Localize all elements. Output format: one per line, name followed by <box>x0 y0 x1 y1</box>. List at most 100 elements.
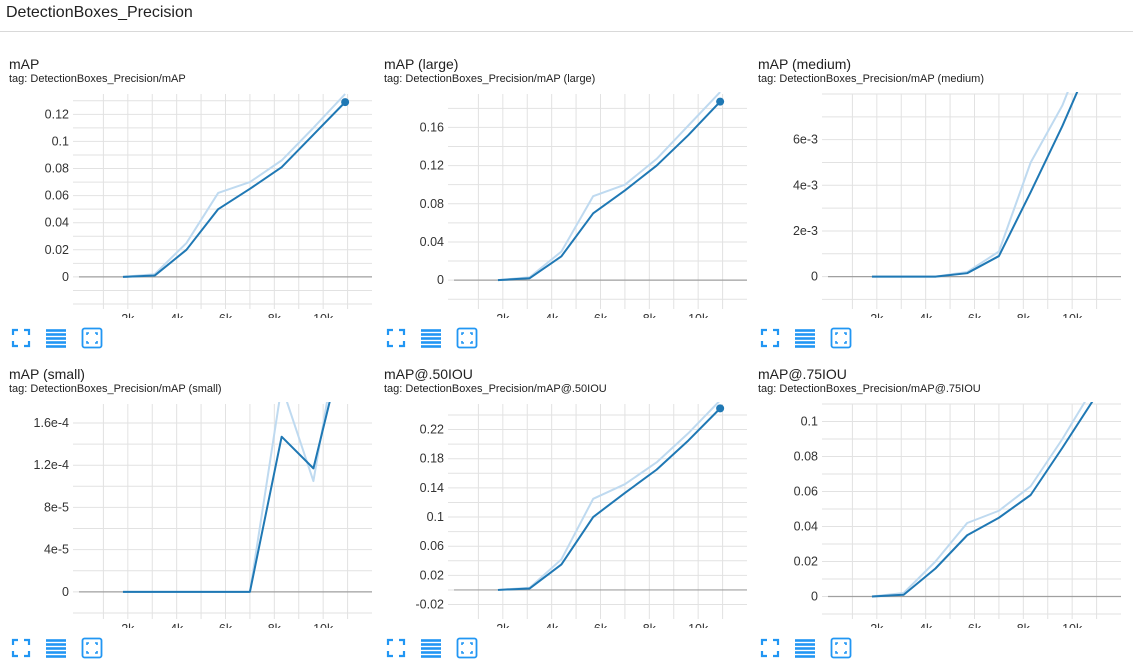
fit-corner <box>11 328 18 335</box>
zoom-corner <box>470 332 473 335</box>
chart-buttons <box>9 326 129 350</box>
log-bar <box>795 639 815 642</box>
chart-plot[interactable]: 0 2e-3 4e-3 6e-3 2k 4k 6k 8k 10k <box>758 92 1124 318</box>
x-tick-label: 2k <box>496 312 510 318</box>
chart-buttons <box>384 326 504 350</box>
toggle-y-log-icon[interactable] <box>793 326 817 350</box>
fit-corner <box>760 328 767 335</box>
fit-corner <box>386 651 393 658</box>
chart-plot[interactable]: -0.02 0.02 0.06 0.1 0.14 0.18 0.22 2k 4k 6k 8k 10k <box>384 402 750 628</box>
chart-tag: tag: DetectionBoxes_Precision/mAP@.75IOU <box>758 383 981 395</box>
chart-card: mAP tag: DetectionBoxes_Precision/mAP 0 0.0… <box>9 56 377 356</box>
reset-zoom-icon[interactable] <box>455 326 479 350</box>
fit-domain-icon[interactable] <box>384 636 408 660</box>
fit-corner <box>386 341 393 348</box>
fit-corner <box>760 651 767 658</box>
y-tick-label: 0.04 <box>45 216 69 230</box>
fit-corner <box>11 341 18 348</box>
x-tick-label: 2k <box>870 622 884 628</box>
toggle-y-log-icon[interactable] <box>419 326 443 350</box>
y-tick-label: 0.16 <box>420 120 444 134</box>
log-bar <box>46 337 66 340</box>
chart-title: mAP@.75IOU <box>758 366 847 382</box>
chart-card: mAP (large) tag: DetectionBoxes_Precision… <box>384 56 752 356</box>
log-bar <box>421 329 441 332</box>
toggle-y-log-icon[interactable] <box>419 636 443 660</box>
zoom-corner <box>461 651 464 654</box>
toggle-y-log-icon[interactable] <box>793 636 817 660</box>
chart-plot[interactable]: 0 4e-5 8e-5 1.2e-4 1.6e-4 2k 4k 6k 8k 10k <box>9 402 375 628</box>
log-bar <box>795 337 815 340</box>
fit-domain-icon[interactable] <box>9 326 33 350</box>
last-point-marker[interactable] <box>716 404 725 413</box>
reset-zoom-icon[interactable] <box>80 326 104 350</box>
chart-card: mAP (medium) tag: DetectionBoxes_Precisio… <box>758 56 1126 356</box>
y-tick-label: -0.02 <box>416 598 445 612</box>
y-tick-label: 0 <box>437 273 444 287</box>
fit-corner <box>24 341 31 348</box>
x-tick-label: 6k <box>968 312 982 318</box>
y-tick-label: 0 <box>811 270 818 284</box>
zoom-corner <box>86 341 89 344</box>
last-point-marker[interactable] <box>716 97 725 106</box>
x-tick-label: 10k <box>688 622 709 628</box>
x-tick-label: 10k <box>313 312 334 318</box>
y-tick-label: 0 <box>62 270 69 284</box>
x-tick-label: 10k <box>688 312 709 318</box>
raw-series-line <box>497 402 720 591</box>
y-tick-label: 0.06 <box>45 189 69 203</box>
fit-corner <box>760 638 767 645</box>
y-tick-label: 0.18 <box>420 452 444 466</box>
zoom-corner <box>470 642 473 645</box>
chart-buttons <box>9 636 129 660</box>
toggle-y-log-icon[interactable] <box>44 636 68 660</box>
zoom-corner <box>835 332 838 335</box>
log-bar <box>46 647 66 650</box>
zoom-corner <box>835 651 838 654</box>
log-bar <box>46 333 66 336</box>
x-tick-label: 2k <box>870 312 884 318</box>
fit-domain-icon[interactable] <box>758 326 782 350</box>
log-bar <box>421 639 441 642</box>
y-tick-label: 0.1 <box>427 510 444 524</box>
toggle-y-log-icon[interactable] <box>44 326 68 350</box>
y-tick-label: 1.2e-4 <box>34 458 69 472</box>
series-group <box>497 402 721 591</box>
log-bar <box>46 329 66 332</box>
y-tick-label: 0.12 <box>420 159 444 173</box>
x-tick-label: 8k <box>268 622 282 628</box>
fit-corner <box>773 651 780 658</box>
y-tick-label: 0 <box>811 590 818 604</box>
fit-corner <box>773 638 780 645</box>
zoom-corner <box>835 341 838 344</box>
chart-title: mAP (medium) <box>758 56 852 72</box>
section-header[interactable]: DetectionBoxes_Precision <box>0 0 1133 32</box>
log-bar <box>46 345 66 348</box>
chart-plot[interactable]: 0 0.02 0.04 0.06 0.08 0.1 0.12 2k 4k 6k 8k 10k <box>9 92 375 318</box>
fit-domain-icon[interactable] <box>9 636 33 660</box>
chart-tag: tag: DetectionBoxes_Precision/mAP (large… <box>384 73 596 85</box>
log-bar <box>46 655 66 658</box>
fit-corner <box>773 341 780 348</box>
log-bar <box>795 647 815 650</box>
y-tick-label: 0.04 <box>420 235 444 249</box>
chart-plot[interactable]: 0 0.04 0.08 0.12 0.16 2k 4k 6k 8k 10k <box>384 92 750 318</box>
chart-tag: tag: DetectionBoxes_Precision/mAP@.50IOU <box>384 383 607 395</box>
chart-plot[interactable]: 0 0.02 0.04 0.06 0.08 0.1 2k 4k 6k 8k 10k <box>758 402 1124 628</box>
fit-domain-icon[interactable] <box>758 636 782 660</box>
last-point-marker[interactable] <box>341 98 350 107</box>
reset-zoom-icon[interactable] <box>829 326 853 350</box>
log-bar <box>795 341 815 344</box>
fit-domain-icon[interactable] <box>384 326 408 350</box>
reset-zoom-icon[interactable] <box>829 636 853 660</box>
reset-zoom-icon[interactable] <box>80 636 104 660</box>
reset-zoom-icon[interactable] <box>455 636 479 660</box>
chart-card: mAP@.50IOU tag: DetectionBoxes_Precision/… <box>384 366 752 666</box>
chart-title: mAP (small) <box>9 366 85 382</box>
x-tick-label: 4k <box>919 622 933 628</box>
chart-tag: tag: DetectionBoxes_Precision/mAP (mediu… <box>758 73 985 85</box>
log-bar <box>421 345 441 348</box>
zoom-frame <box>456 637 478 659</box>
zoom-corner <box>470 341 473 344</box>
zoom-frame <box>830 327 852 349</box>
